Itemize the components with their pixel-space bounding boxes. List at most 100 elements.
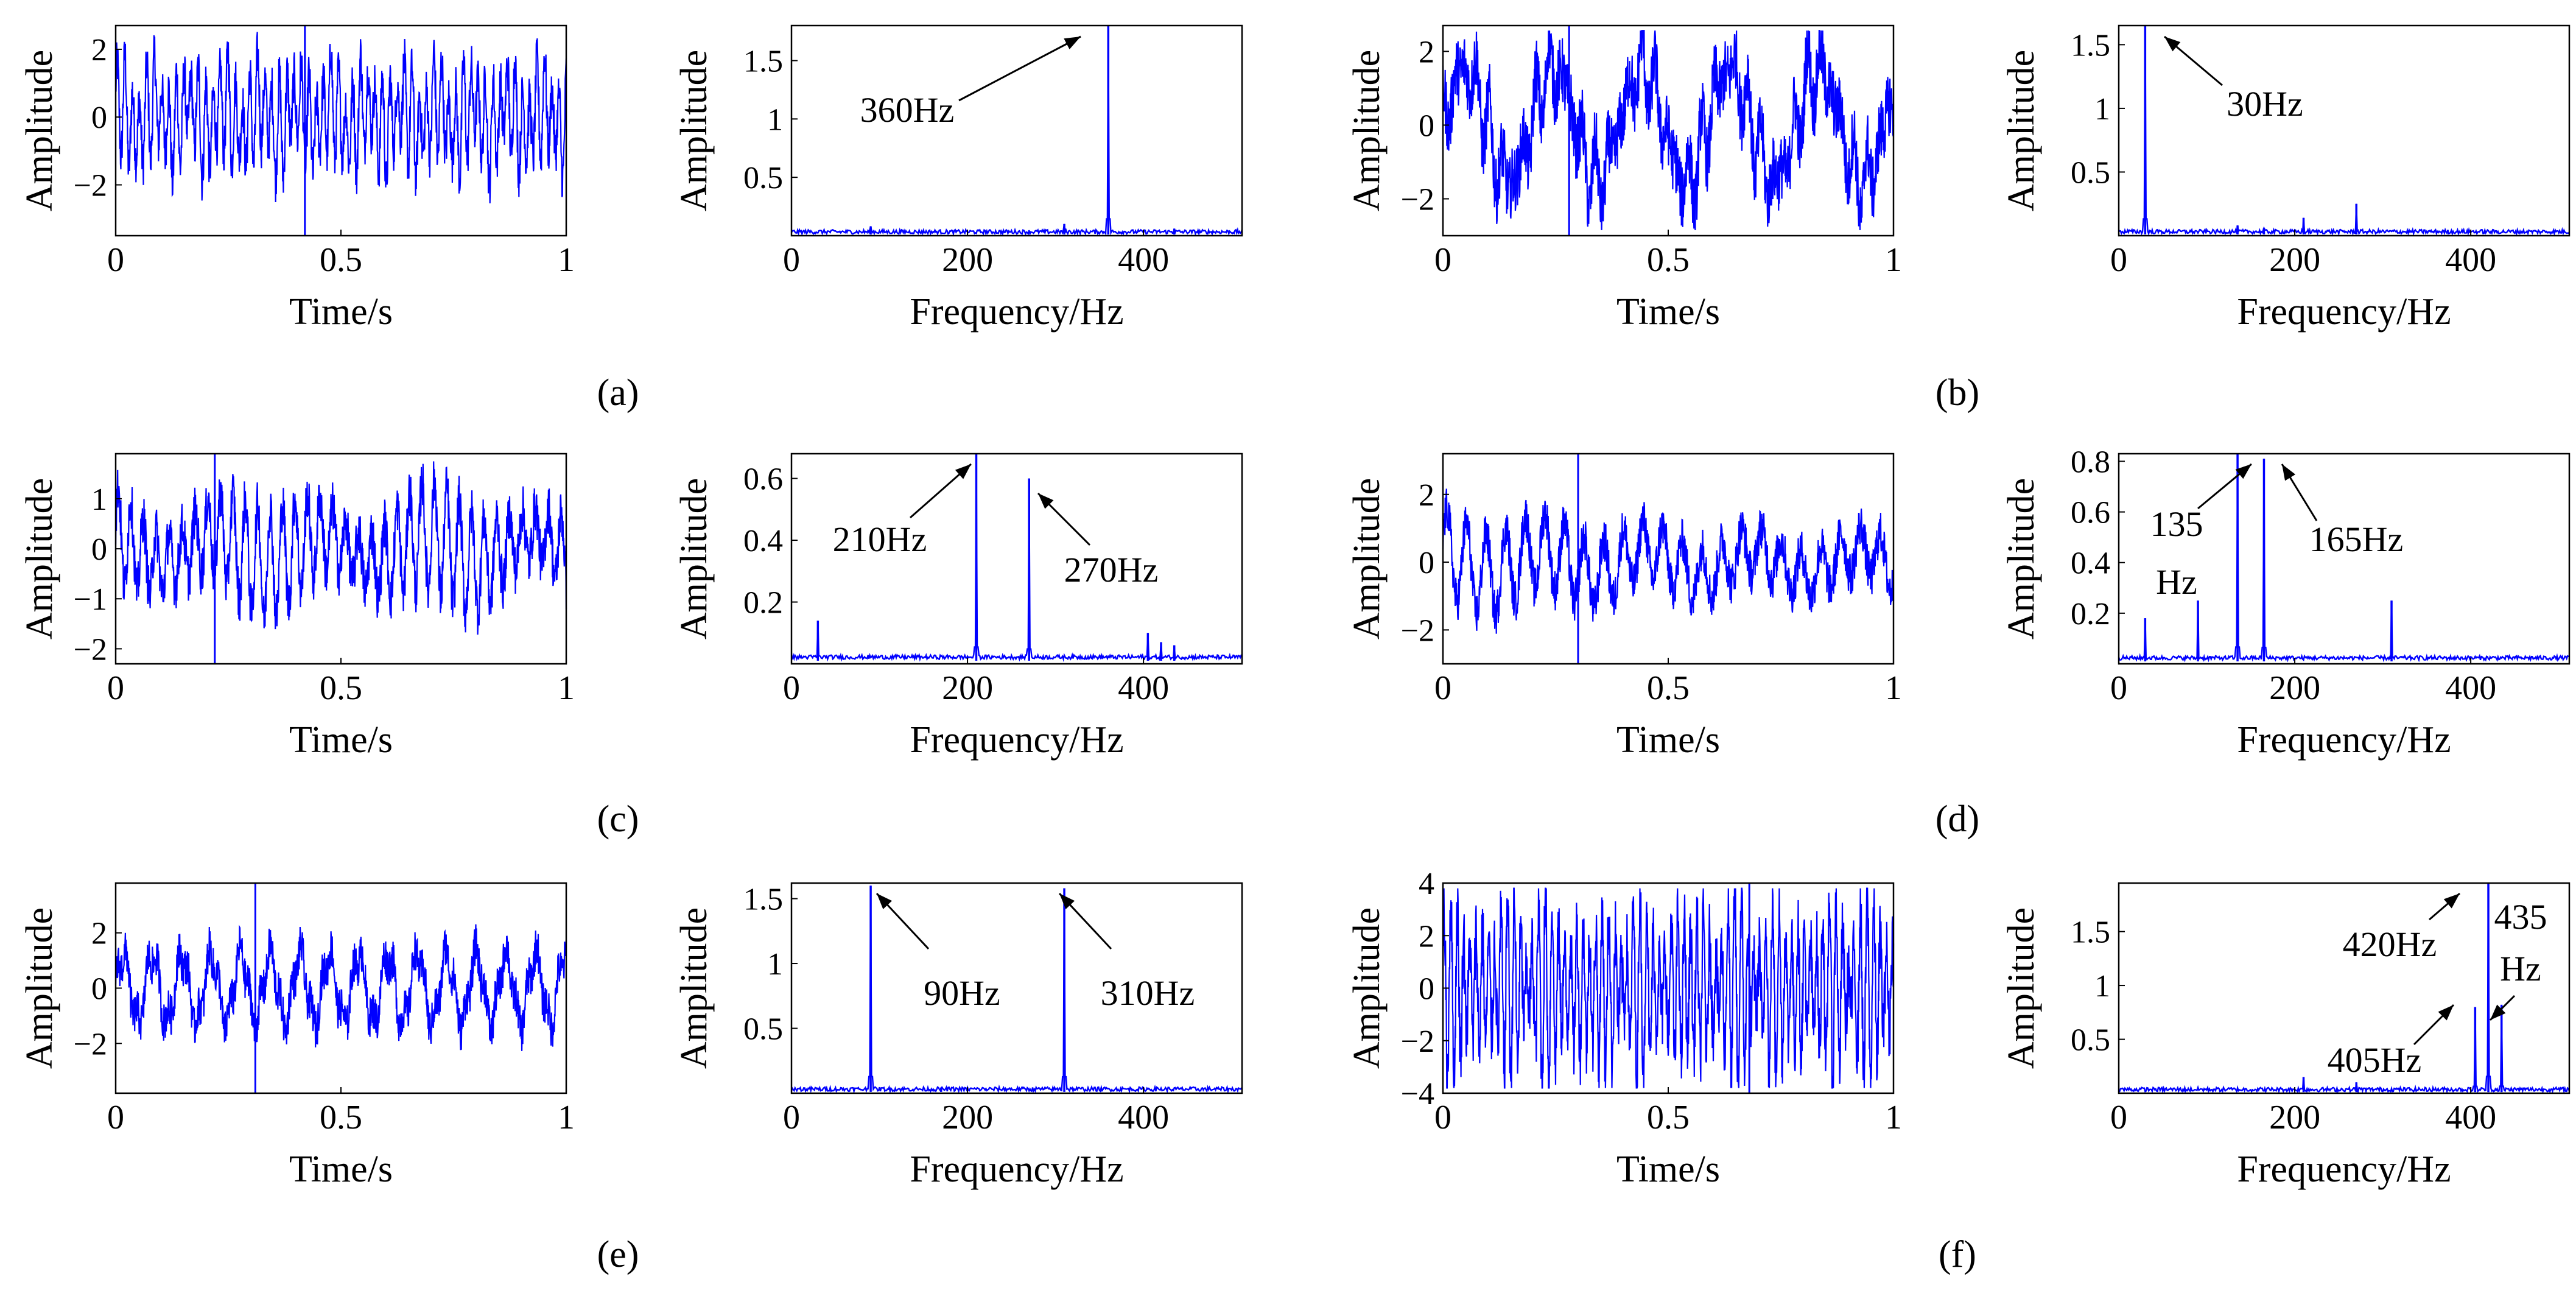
spectrum-axes-frame xyxy=(2118,24,2571,237)
time-y-tick-label: −2 xyxy=(1401,1024,1434,1059)
time-x-axis-label: Time/s xyxy=(1616,719,1720,761)
time-signal-line xyxy=(1442,488,1895,634)
spectrum-y-tick-label: 0.5 xyxy=(743,161,783,195)
spectrum-x-tick-label: 400 xyxy=(2445,241,2496,279)
spectrum-y-tick-label: 0.2 xyxy=(743,586,783,621)
panel-a: 0 0.5 1 2 0 −2 Time/s Amplitude 0 200 400 0.5 1 1.5 Fr… xyxy=(19,24,1243,414)
panel-label: (d) xyxy=(1936,798,1979,840)
peak-annotation-arrowhead xyxy=(2282,464,2296,481)
time-x-tick-label: 0 xyxy=(1434,669,1451,707)
spectrum-line xyxy=(791,453,1243,662)
time-x-tick-label: 0 xyxy=(1434,241,1451,279)
spectrum-x-tick-label: 0 xyxy=(783,1099,800,1136)
panel-label: (b) xyxy=(1936,372,1979,414)
spectrum-x-axis-label: Frequency/Hz xyxy=(2237,719,2451,761)
time-signal-line xyxy=(114,924,567,1051)
peak-annotation-arrowhead xyxy=(877,893,893,909)
spectrum-axes-frame xyxy=(790,453,1243,665)
spectrum-plot: 0 200 400 0.5 1 1.5 Frequency/Hz Amplitude 360Hz xyxy=(673,24,1243,333)
time-y-tick-label: 0 xyxy=(91,100,107,135)
spectrum-plot: 0 200 400 0.5 1 1.5 Frequency/Hz Amplitude 90Hz 3… xyxy=(673,882,1243,1190)
time-x-tick-label: 0 xyxy=(107,241,124,279)
spectrum-y-axis-label: Amplitude xyxy=(673,478,715,639)
peak-annotation-label: 30Hz xyxy=(2227,84,2303,124)
time-x-tick-label: 0 xyxy=(107,1099,124,1136)
time-x-axis-label: Time/s xyxy=(1616,1149,1720,1190)
time-y-tick-label: 1 xyxy=(91,482,107,517)
spectrum-line xyxy=(2118,25,2570,237)
time-y-tick-label: 2 xyxy=(1419,919,1434,954)
panel-label: (a) xyxy=(597,372,639,414)
time-y-tick-label: 2 xyxy=(1419,35,1434,69)
panel-f: 0 0.5 1 4 2 0 −2 −4 Time/s Amplitude 0 200 400 0.5 1 1.… xyxy=(1346,867,2571,1275)
spectrum-axes-frame xyxy=(2118,882,2571,1094)
spectrum-y-axis-label: Amplitude xyxy=(2001,478,2042,639)
spectrum-x-tick-label: 400 xyxy=(2445,669,2496,707)
time-x-tick-label: 0 xyxy=(1434,1099,1451,1136)
time-x-axis-label: Time/s xyxy=(289,291,393,333)
spectrum-y-axis-label: Amplitude xyxy=(673,907,715,1069)
time-plot: 0 0.5 1 1 0 −1 −2 Time/s Amplitude xyxy=(19,453,575,761)
time-signal-line xyxy=(114,461,567,635)
spectrum-x-tick-label: 0 xyxy=(2110,241,2127,279)
peak-annotation-arrowhead xyxy=(1038,493,1054,509)
time-y-axis-label: Amplitude xyxy=(1346,907,1388,1069)
panel-label: (f) xyxy=(1939,1234,1976,1275)
peak-annotation-label: 135 xyxy=(2150,504,2203,544)
spectrum-y-tick-label: 0.5 xyxy=(743,1012,783,1047)
spectrum-x-tick-label: 200 xyxy=(942,669,993,707)
time-y-tick-label: 0 xyxy=(1419,108,1434,143)
peak-annotation-label: 165Hz xyxy=(2309,519,2404,559)
spectrum-y-tick-label: 1.5 xyxy=(743,882,783,917)
time-y-tick-label: −2 xyxy=(74,632,107,667)
peak-annotation-arrowhead xyxy=(1064,37,1081,49)
time-x-tick-label: 1 xyxy=(1885,1099,1902,1136)
spectrum-x-tick-label: 200 xyxy=(2269,1099,2320,1136)
time-y-tick-label: 2 xyxy=(91,917,107,951)
spectrum-x-tick-label: 0 xyxy=(783,669,800,707)
time-y-axis-label: Amplitude xyxy=(1346,50,1388,211)
peak-annotation-arrowhead xyxy=(955,464,971,479)
time-y-axis-label: Amplitude xyxy=(19,907,60,1069)
peak-annotation-label: Hz xyxy=(2500,949,2541,988)
spectrum-x-axis-label: Frequency/Hz xyxy=(910,1149,1123,1190)
spectrum-y-tick-label: 1 xyxy=(2094,92,2110,127)
peak-annotation-arrowhead xyxy=(2164,37,2181,52)
spectrum-line xyxy=(2118,882,2571,1094)
spectrum-x-axis-label: Frequency/Hz xyxy=(2237,291,2451,333)
time-x-tick-label: 0.5 xyxy=(320,669,362,707)
spectrum-y-tick-label: 0.5 xyxy=(2071,155,2110,190)
spectrum-y-tick-label: 1 xyxy=(767,947,783,982)
peak-annotation-arrow xyxy=(958,35,1081,102)
spectrum-x-tick-label: 200 xyxy=(942,241,993,279)
peak-annotation-label: 310Hz xyxy=(1101,973,1195,1013)
spectrum-y-tick-label: 1.5 xyxy=(743,44,783,79)
spectrum-y-axis-label: Amplitude xyxy=(2001,50,2042,211)
time-y-tick-label: 0 xyxy=(1419,546,1434,580)
time-signal-line xyxy=(1442,887,1895,1089)
spectrum-y-axis-label: Amplitude xyxy=(673,50,715,211)
time-y-axis-label: Amplitude xyxy=(1346,478,1388,639)
time-x-tick-label: 0.5 xyxy=(320,1099,362,1136)
spectrum-x-tick-label: 200 xyxy=(2269,669,2320,707)
spectrum-line xyxy=(2118,453,2570,663)
spectrum-axes-frame xyxy=(2118,453,2571,665)
time-y-axis-label: Amplitude xyxy=(19,50,60,211)
spectrum-x-tick-label: 0 xyxy=(783,241,800,279)
spectrum-y-tick-label: 1.5 xyxy=(2071,915,2110,950)
time-y-tick-label: −2 xyxy=(74,169,107,203)
spectrum-plot: 0 200 400 0.5 1 1.5 Frequency/Hz Amplitude 30Hz xyxy=(2001,24,2571,333)
spectrum-x-tick-label: 400 xyxy=(1118,669,1169,707)
time-x-tick-label: 0.5 xyxy=(1647,241,1690,279)
spectrum-x-tick-label: 400 xyxy=(1118,241,1169,279)
spectrum-y-tick-label: 1 xyxy=(767,102,783,137)
spectrum-y-axis-label: Amplitude xyxy=(2001,907,2042,1069)
panel-label: (c) xyxy=(597,798,639,840)
spectrum-x-axis-label: Frequency/Hz xyxy=(910,291,1123,333)
peak-annotation-arrowhead xyxy=(2235,464,2251,479)
time-x-tick-label: 1 xyxy=(1885,241,1902,279)
spectrum-plot: 0 200 400 0.2 0.4 0.6 Frequency/Hz Amplitude 210… xyxy=(673,453,1243,761)
spectrum-x-axis-label: Frequency/Hz xyxy=(2237,1149,2451,1190)
